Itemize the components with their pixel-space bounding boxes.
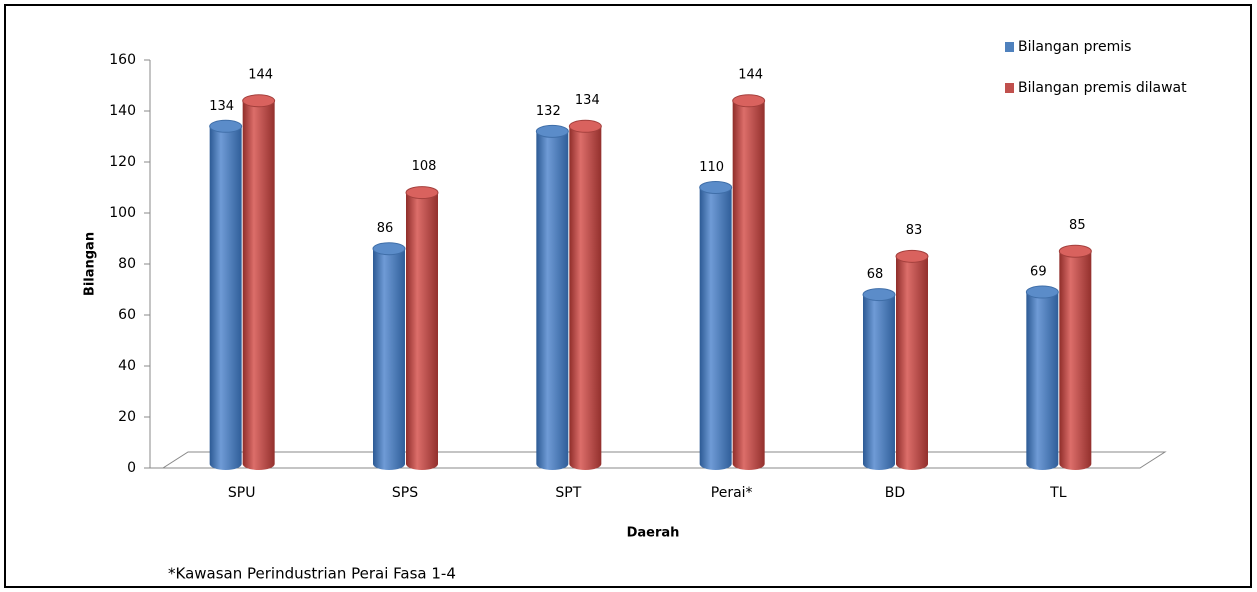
bar-top — [535, 124, 569, 138]
bar-top — [732, 94, 766, 108]
y-tick-label: 160 — [109, 52, 136, 68]
x-tick-label: SPS — [392, 485, 418, 501]
bar-top — [372, 242, 406, 256]
bar-top — [242, 94, 276, 108]
bar — [569, 126, 602, 471]
bar — [536, 131, 569, 470]
x-axis-title: Daerah — [627, 526, 680, 541]
data-label: 108 — [412, 159, 437, 174]
data-label: 69 — [1030, 265, 1047, 280]
bar-top — [1025, 285, 1059, 299]
bar — [209, 126, 242, 471]
bar — [406, 192, 438, 470]
y-tick-label: 40 — [118, 358, 136, 374]
bar — [242, 100, 275, 470]
legend-label: Bilangan premis — [1018, 39, 1131, 55]
x-tick-label: SPT — [555, 485, 581, 501]
data-label: 132 — [536, 104, 561, 119]
bar — [1059, 251, 1092, 470]
bar — [863, 294, 895, 470]
bar-top — [1058, 244, 1092, 258]
data-label: 134 — [209, 99, 234, 114]
y-tick-label: 20 — [118, 409, 136, 425]
legend-swatch — [1005, 42, 1014, 52]
annotation: *Kawasan Perindustrian Perai Fasa 1-4 — [168, 565, 456, 583]
y-tick-label: 120 — [109, 154, 136, 170]
data-label: 134 — [575, 93, 600, 108]
data-label: 86 — [377, 221, 394, 236]
y-tick-label: 80 — [118, 256, 136, 272]
data-label: 144 — [738, 67, 763, 82]
bar — [1026, 292, 1059, 470]
x-tick-label: TL — [1049, 485, 1067, 501]
bar-top — [699, 181, 733, 194]
bar — [373, 248, 405, 470]
data-label: 83 — [906, 223, 923, 238]
y-tick-label: 60 — [118, 307, 136, 323]
bar-top — [862, 288, 896, 302]
y-axis-title: Bilangan — [83, 232, 98, 296]
data-label: 85 — [1069, 218, 1086, 233]
x-tick-label: SPU — [228, 485, 256, 501]
y-tick-label: 140 — [109, 103, 136, 119]
bar-top — [568, 119, 602, 133]
bar-top — [405, 186, 439, 200]
y-tick-label: 100 — [109, 205, 136, 221]
legend-label: Bilangan premis dilawat — [1018, 80, 1187, 96]
bar-top — [895, 249, 929, 263]
legend-swatch — [1005, 83, 1014, 93]
data-label: 110 — [699, 160, 724, 175]
floor — [161, 451, 1167, 469]
data-label: 68 — [867, 267, 884, 282]
bar — [699, 187, 732, 470]
y-tick-label: 0 — [127, 460, 136, 476]
bar-top — [209, 119, 243, 133]
x-tick-label: Perai* — [711, 485, 753, 501]
data-label: 144 — [248, 67, 273, 82]
bar — [732, 100, 765, 471]
x-tick-label: BD — [885, 485, 905, 501]
bar — [896, 256, 928, 470]
